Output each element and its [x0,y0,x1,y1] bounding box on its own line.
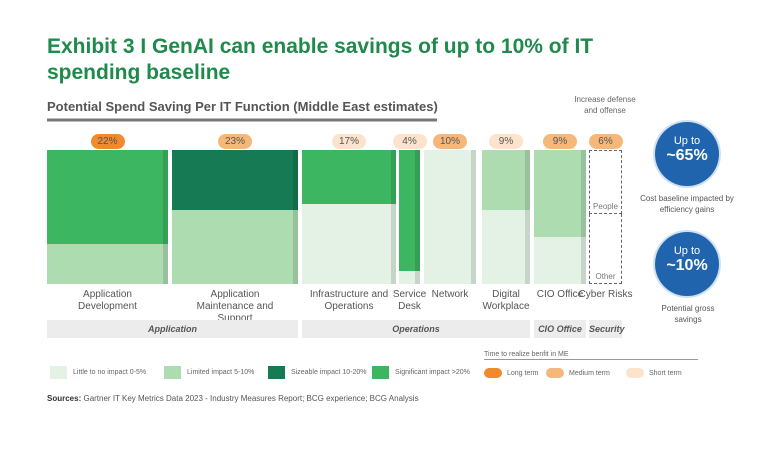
callout-prefix: Up to [673,245,701,257]
bar-segment-little [482,210,530,284]
savings-badge: 9% [543,134,577,149]
bar-column [302,150,396,284]
bar-column [399,150,420,284]
cyber-inner-label: Other [595,272,616,281]
group-operations: Operations [302,320,530,338]
legend-item: Sizeable impact 10-20% [268,366,367,379]
sources-text: Gartner IT Key Metrics Data 2023 - Indus… [83,394,419,403]
callout-circle-gross-savings: Up to ~10% [655,232,719,296]
legend-label: Sizeable impact 10-20% [291,369,367,376]
savings-badge: 10% [433,134,467,149]
bar-segment-other: Other [589,214,622,284]
chart-subtitle: Potential Spend Saving Per IT Function (… [47,99,438,114]
bar-segment-limited [172,210,298,284]
bar-segment-significant [47,150,168,244]
bar-segment-sizeable [172,150,298,210]
bar-segment-significant [302,150,396,204]
group-cio-office: CIO Office [534,320,586,338]
callout-note: Cost baseline impacted by efficiency gai… [640,194,734,214]
sources: Sources: Gartner IT Key Metrics Data 202… [47,394,419,403]
savings-badge: 6% [588,134,623,149]
category-label: Infrastructure and Operations [309,289,389,312]
group-application: Application [47,320,298,338]
bar-segment-little [302,204,396,284]
legend-swatch [164,366,181,379]
category-label: CIO Office [536,289,584,300]
legend-label: Medium term [569,369,610,377]
subtitle-underline [47,118,437,122]
savings-badge: 23% [218,134,252,149]
bar-column [424,150,476,284]
bar-column [47,150,168,284]
category-label: Application Maintenance and Support [196,289,274,324]
bar-segment-limited [47,244,168,284]
legend-swatch [372,366,389,379]
bar-segment-limited [482,150,530,210]
legend-label: Long term [507,369,539,377]
bar-column [534,150,586,284]
exhibit-title: Exhibit 3 I GenAI can enable savings of … [47,35,594,84]
legend-swatch [50,366,67,379]
callout-prefix: Up to [673,135,701,147]
legend-label: Limited impact 5-10% [187,369,255,376]
time-legend-title: Time to realize benfit in ME [484,351,698,360]
category-label: Service Desk [392,289,427,312]
legend-swatch [268,366,285,379]
legend-pill [626,368,644,378]
category-label: Application Development [78,289,137,312]
bar-column [482,150,530,284]
sources-label: Sources: [47,394,82,403]
legend-label: Short term [649,369,682,377]
legend-item: Little to no impact 0-5% [50,366,146,379]
legend-item: Short term [626,368,682,378]
category-label: Digital Workplace [482,289,530,312]
category-label: Network [431,289,469,300]
bar-column: People Other [589,150,622,284]
savings-badge: 4% [392,134,427,149]
group-security: Security [589,320,625,338]
legend-pill [546,368,564,378]
savings-badge: 9% [489,134,523,149]
savings-badge: 17% [332,134,366,149]
savings-badge: 22% [90,134,125,149]
legend-item: Long term [484,368,539,378]
bar-segment-little [399,271,420,284]
callout-value: ~65% [666,147,708,164]
legend-label: Little to no impact 0-5% [73,369,147,376]
legend-label: Significant impact >20% [395,369,470,376]
cyber-inner-label: People [593,202,618,211]
bar-segment-little [424,150,476,284]
legend-item: Medium term [546,368,610,378]
category-label: Cyber Risks [578,289,633,300]
callout-circle-cost-baseline: Up to ~65% [655,122,719,186]
bar-segment-limited [534,150,586,237]
bar-column [172,150,298,284]
defense-note: Increase defense and offense [574,95,636,115]
bar-segment-little [534,237,586,284]
legend-pill [484,368,502,378]
legend-item: Limited impact 5-10% [164,366,254,379]
callout-note: Potential gross savings [661,304,715,324]
legend-item: Significant impact >20% [372,366,470,379]
bar-segment-significant [399,150,420,271]
bar-segment-people: People [589,150,622,214]
callout-value: ~10% [666,257,708,274]
